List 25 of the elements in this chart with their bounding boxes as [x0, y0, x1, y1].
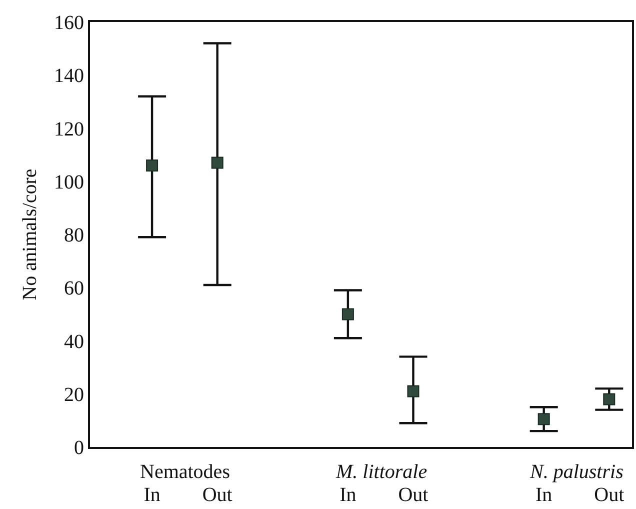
point [342, 308, 354, 320]
y-axis-title: No animals/core [19, 168, 41, 300]
x-tick-label: Out [202, 484, 233, 506]
y-tick-label: 140 [54, 65, 84, 88]
point [146, 159, 158, 172]
x-tick-label: In [144, 484, 160, 506]
y-tick-label: 20 [64, 384, 84, 406]
text: M. littorale [335, 461, 428, 483]
y-tick-label: 100 [54, 171, 84, 194]
point [538, 413, 550, 426]
text: Nematodes [140, 461, 230, 483]
y-tick-label: 80 [64, 224, 84, 246]
x-tick-label: Out [398, 484, 429, 506]
y-tick-label: 120 [54, 118, 84, 140]
point [603, 393, 616, 406]
x-tick-label: In [340, 484, 356, 506]
y-tick-label: 0 [74, 437, 84, 459]
text: N. palustris [529, 461, 624, 483]
x-tick-label: Out [594, 484, 625, 506]
y-tick-label: 60 [64, 278, 84, 300]
x-tick-label: In [536, 484, 552, 506]
point [407, 385, 420, 398]
y-tick-label: 160 [54, 12, 84, 34]
point [211, 156, 224, 169]
y-tick-label: 40 [64, 330, 84, 353]
